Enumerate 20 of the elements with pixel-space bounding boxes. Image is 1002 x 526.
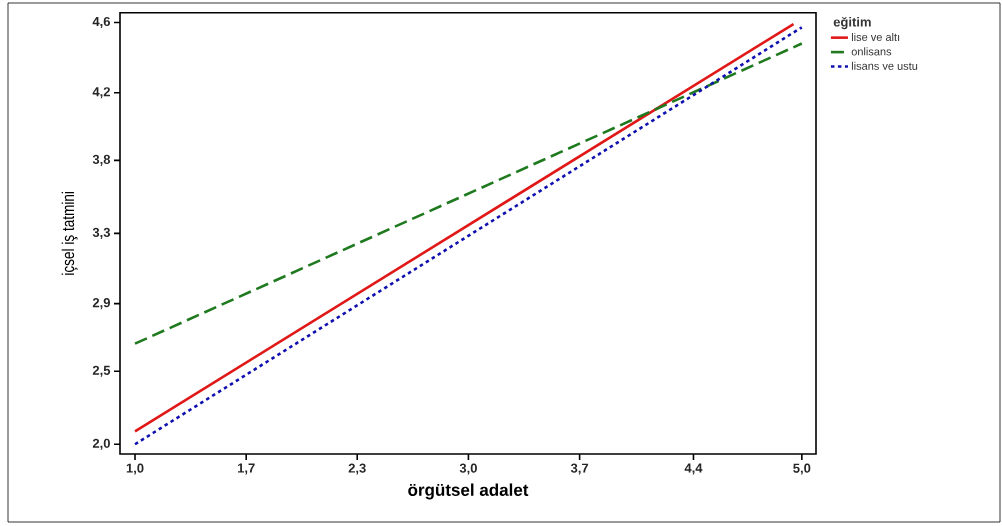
x-axis-title: örgütsel adalet — [408, 483, 529, 500]
y-tick-label: 4,6 — [92, 16, 111, 28]
x-tick-label: 3,0 — [459, 463, 477, 475]
x-tick-label: 2,3 — [348, 463, 366, 475]
y-tick-label: 4,2 — [92, 87, 110, 99]
y-tick-label: 3,8 — [92, 154, 111, 166]
x-tick-label: 1,7 — [237, 463, 255, 475]
y-tick-label: 3,3 — [92, 227, 111, 239]
x-tick-label: 5,0 — [793, 463, 811, 475]
x-tick-label: 4,4 — [684, 463, 703, 475]
y-tick-label: 2,0 — [92, 438, 110, 450]
legend-label: lisans ve ustu — [851, 61, 918, 70]
x-tick-label: 3,7 — [570, 463, 589, 475]
legend-label: onlisans — [851, 47, 892, 56]
y-tick-label: 2,5 — [92, 365, 111, 377]
y-tick-label: 2,9 — [92, 298, 110, 310]
y-axis-title: içsel iş tatmini — [61, 191, 78, 275]
legend-label: lise ve altı — [851, 32, 900, 41]
x-tick-label: 1,0 — [126, 463, 144, 475]
legend-title: eğitim — [833, 16, 871, 30]
